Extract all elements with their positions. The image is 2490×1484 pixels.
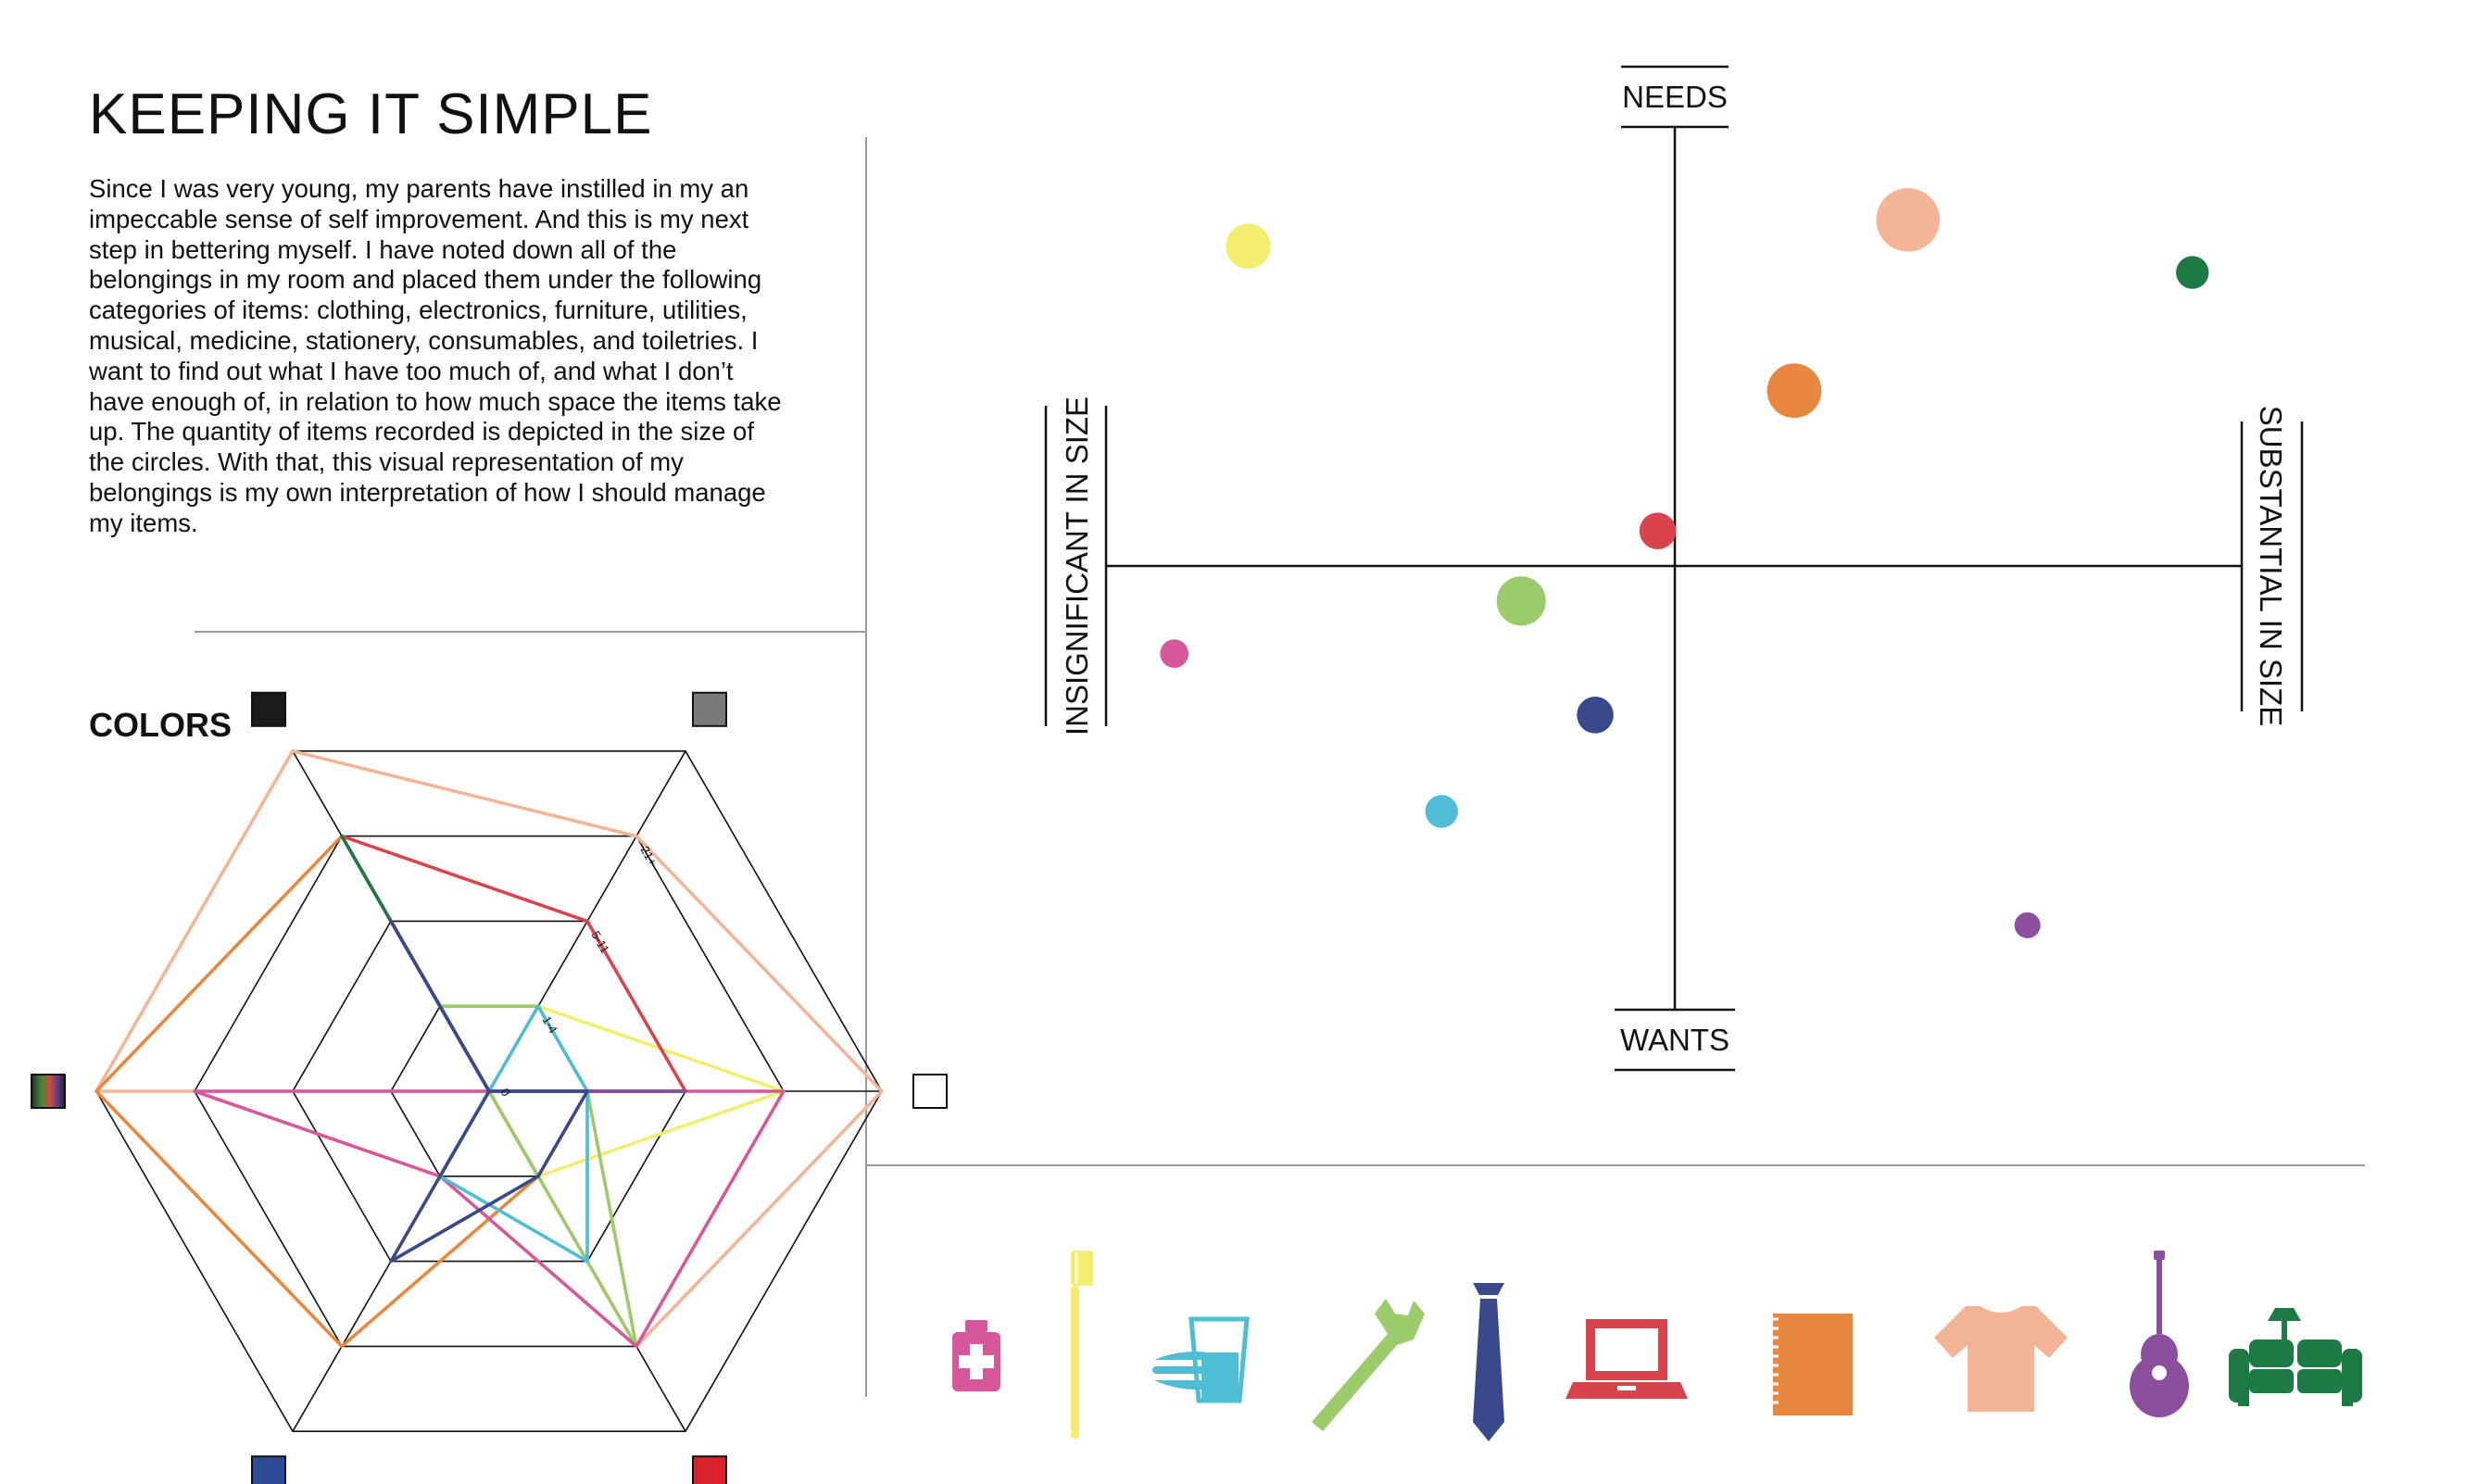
scatter-axes [1044,65,2304,1072]
scatter-point-4 [1639,512,1677,549]
radar-series-0 [94,749,884,1349]
axis-label-insignificant: INSIGNIFICANT IN SIZE [1060,396,1094,736]
scatter-point-8 [1425,795,1458,828]
scatter-points [1160,188,2209,938]
scatter-point-9 [2014,912,2041,938]
scatter-point-0 [1226,223,1271,269]
radar-series-7 [340,834,687,1093]
notebook-icon [1767,1314,1853,1415]
guitar-icon [2130,1251,2189,1417]
radar-series-6 [340,834,687,1093]
swatch-red [692,1455,727,1484]
radar-series [94,749,884,1349]
colors-section-title: COLORS [89,706,233,744]
scatter-point-2 [2176,256,2209,289]
axis-label-wants: WANTS [1620,1023,1729,1057]
swatch-white [912,1074,948,1109]
intro-paragraph: Since I was very young, my parents have … [89,174,782,537]
scatter-point-6 [1160,639,1189,668]
radar-ring-label-2: 5-11 [588,928,612,955]
page-title: KEEPING IT SIMPLE [89,82,653,146]
swatch-gray [692,691,727,727]
radar-series-9 [389,919,589,1264]
swatch-black [251,691,286,727]
swatch-multicolor [31,1074,66,1109]
scatter-point-3 [1767,363,1822,419]
swatch-blue [251,1455,286,1484]
radar-color-swatches [31,691,948,1484]
radar-series-4 [193,1089,786,1349]
axis-label-needs: NEEDS [1622,80,1728,114]
radar-ring-label-0: 0 [497,1086,513,1099]
category-icon-legend [952,1251,2362,1441]
tshirt-icon [1934,1306,2068,1412]
toothbrush-icon [1071,1251,1093,1439]
sofa-icon [2229,1308,2362,1406]
food-drink-icon [1152,1316,1250,1403]
scatter-point-5 [1496,576,1546,626]
radar-ring-label-3: 21+ [637,844,660,869]
medicine-bottle-icon [952,1320,1000,1391]
scatter-point-1 [1876,188,1941,252]
laptop-icon [1566,1319,1688,1399]
necktie-icon [1473,1283,1504,1441]
wrench-icon [1312,1299,1425,1431]
scatter-point-7 [1577,697,1614,734]
axis-label-substantial: SUBSTANTIAL IN SIZE [2254,406,2288,727]
